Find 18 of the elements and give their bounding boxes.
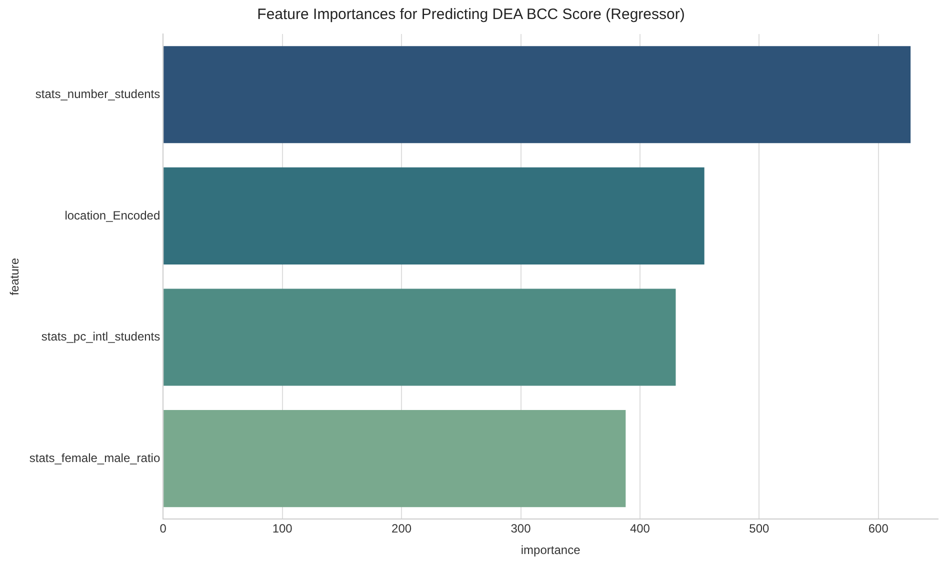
x-tick-label: 500 (749, 522, 770, 536)
bar (164, 410, 626, 508)
y-tick-label: stats_female_male_ratio (29, 450, 160, 465)
bar (164, 167, 704, 264)
bar (164, 46, 911, 144)
y-tick-label: location_Encoded (64, 208, 160, 222)
x-tick-label: 600 (868, 522, 889, 536)
bar (164, 288, 676, 386)
x-tick-label: 100 (272, 522, 293, 536)
x-tick-label: 200 (392, 522, 412, 536)
x-tick-label: 300 (510, 522, 532, 536)
y-tick-label: stats_pc_intl_students (41, 330, 160, 344)
chart-title: Feature Importances for Predicting DEA BCC Score (Regressor) (257, 6, 685, 24)
x-tick-label: 0 (160, 522, 167, 536)
x-tick-label: 400 (630, 522, 650, 536)
y-tick-label: stats_number_students (35, 86, 160, 101)
x-axis-title: importance (520, 543, 581, 558)
y-axis-title: feature (8, 258, 22, 296)
